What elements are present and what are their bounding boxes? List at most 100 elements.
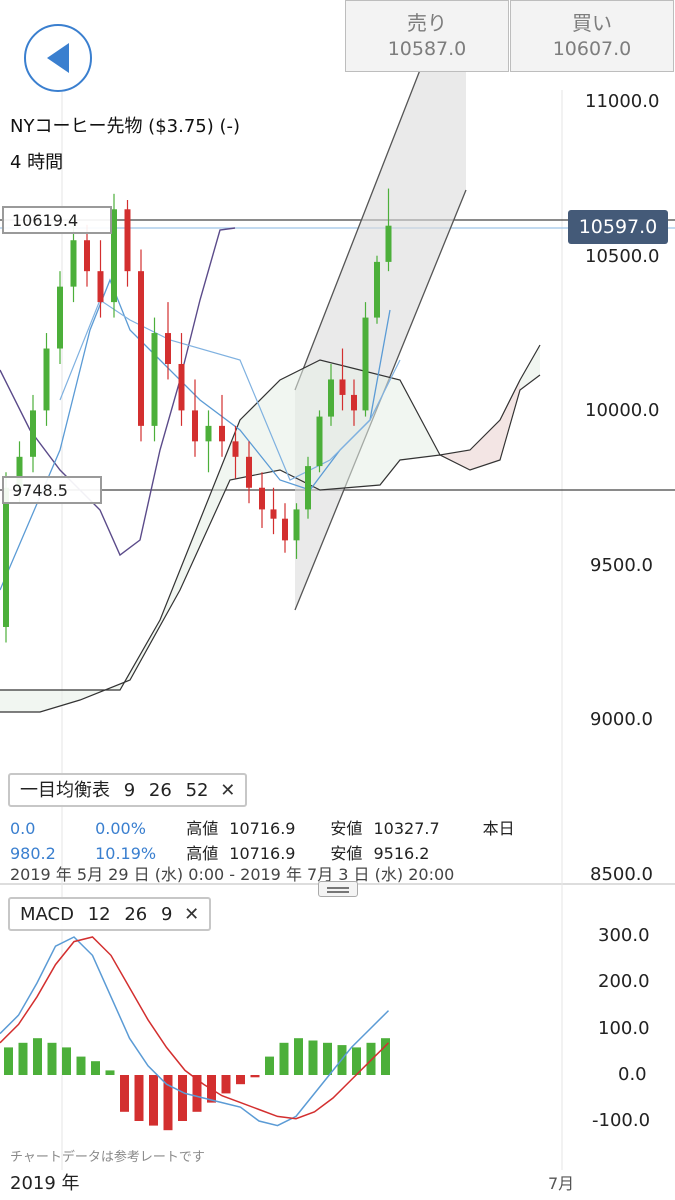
- macd-histogram-bar: [236, 1075, 245, 1085]
- candle-body: [270, 509, 277, 519]
- candle-body: [259, 487, 265, 510]
- candle-body: [178, 363, 185, 411]
- buy-label: 買い: [572, 11, 612, 35]
- macd-histogram-bar: [33, 1038, 42, 1075]
- back-arrow-icon: [47, 43, 69, 73]
- macd-histogram-bar: [163, 1075, 173, 1131]
- candle-body: [165, 333, 171, 364]
- price-axis-label: 8500.0: [590, 864, 653, 885]
- macd-histogram-bar: [192, 1075, 202, 1112]
- price-axis-label: 10500.0: [585, 246, 660, 267]
- macd-histogram-bar: [308, 1040, 318, 1075]
- candle-body: [246, 456, 252, 488]
- sell-label: 売り: [407, 11, 447, 35]
- close-icon[interactable]: ✕: [220, 780, 236, 801]
- back-button[interactable]: [24, 24, 92, 92]
- high-value: 10716.9: [229, 819, 296, 838]
- candle-body: [362, 317, 369, 411]
- instrument-name: NYコーヒー先物 ($3.75) (-): [10, 116, 241, 137]
- macd-histogram-bar: [178, 1075, 187, 1121]
- price-axis-label: 9000.0: [590, 709, 653, 730]
- macd-histogram-bar: [323, 1042, 332, 1075]
- candle-body: [293, 509, 300, 541]
- signal-line: [0, 936, 390, 1120]
- candle-body: [282, 518, 288, 541]
- macd-histogram-bar: [18, 1042, 28, 1075]
- trend-channel-fill: [295, 70, 466, 610]
- candle-body: [316, 416, 323, 467]
- macd-indicator-chip[interactable]: MACD 12 26 9 ✕: [8, 897, 212, 931]
- change-value: 980.2: [10, 844, 56, 863]
- chart-data-disclaimer: チャートデータは参考レートです: [10, 1150, 205, 1165]
- macd-histogram-bar: [76, 1056, 86, 1075]
- timeframe-label[interactable]: 4 時間: [10, 152, 64, 173]
- macd-param: 26: [124, 904, 148, 925]
- time-axis-month: 7月: [548, 1174, 575, 1193]
- ichimoku-param: 9: [123, 780, 136, 801]
- macd-histogram-bar: [294, 1038, 303, 1075]
- macd-param: 9: [160, 904, 173, 925]
- ichimoku-param: 52: [185, 780, 209, 801]
- high-value: 10716.9: [229, 844, 296, 863]
- ichimoku-stats-row-1: 0.0 0.00% 高値 10716.9 安値 10327.7 本日: [10, 815, 515, 839]
- candle-body: [43, 348, 50, 411]
- low-value: 9516.2: [373, 844, 430, 863]
- candle-body: [70, 240, 77, 287]
- kijun-line: [59, 299, 401, 481]
- candle-body: [205, 425, 212, 442]
- period-label: 本日: [482, 819, 515, 838]
- candle-body: [385, 225, 392, 262]
- macd-line: [0, 936, 390, 1127]
- macd-axis-label: 200.0: [598, 971, 650, 992]
- sell-price: 10587.0: [387, 38, 467, 60]
- macd-histogram-bar: [221, 1075, 231, 1094]
- candle-body: [124, 209, 131, 272]
- low-price-tag: 9748.5: [2, 476, 102, 504]
- buy-quote-button[interactable]: 買い 10607.0: [510, 0, 674, 72]
- change-value: 0.0: [10, 819, 36, 838]
- macd-label: MACD: [20, 904, 74, 925]
- candle-body: [192, 410, 198, 442]
- change-percent: 0.00%: [95, 819, 146, 838]
- candle-body: [3, 487, 9, 627]
- candle-body: [351, 394, 357, 411]
- ichimoku-label: 一目均衡表: [20, 780, 110, 801]
- macd-histogram-bar: [279, 1042, 289, 1075]
- close-icon[interactable]: ✕: [184, 904, 200, 925]
- macd-histogram-bar: [250, 1075, 260, 1078]
- macd-histogram-bar: [47, 1042, 57, 1075]
- macd-histogram-bar: [381, 1038, 390, 1075]
- candle-body: [219, 425, 225, 442]
- macd-histogram-bar: [105, 1070, 115, 1075]
- ichimoku-indicator-chip[interactable]: 一目均衡表 9 26 52 ✕: [8, 773, 248, 807]
- candle-body: [232, 441, 239, 457]
- macd-histogram-bar: [352, 1047, 361, 1075]
- trend-channel-upper: [294, 69, 421, 391]
- macd-histogram-bar: [134, 1075, 144, 1121]
- candle-body: [374, 261, 380, 318]
- change-percent: 10.19%: [95, 844, 157, 863]
- ichimoku-stats-row-2: 980.2 10.19% 高値 10716.9 安値 9516.2: [10, 840, 429, 864]
- low-label: 安値: [330, 844, 363, 863]
- pane-resize-handle[interactable]: [318, 881, 358, 897]
- low-value: 10327.7: [373, 819, 440, 838]
- high-price-tag: 10619.4: [2, 206, 112, 234]
- candle-body: [84, 240, 90, 272]
- price-axis-label: 10000.0: [585, 400, 660, 421]
- macd-histogram-bar: [91, 1061, 100, 1075]
- candle-body: [339, 379, 346, 395]
- chikou-span: [0, 227, 236, 557]
- macd-axis-label: 100.0: [598, 1018, 650, 1039]
- sell-quote-button[interactable]: 売り 10587.0: [345, 0, 509, 72]
- macd-axis-label: -100.0: [592, 1110, 651, 1131]
- price-axis-label: 11000.0: [585, 91, 660, 112]
- candle-body: [111, 209, 117, 303]
- candle-body: [97, 271, 104, 303]
- macd-histogram-bar: [265, 1056, 274, 1075]
- low-label: 安値: [330, 819, 363, 838]
- candle-body: [151, 333, 158, 426]
- senkou-span-a: [0, 344, 541, 691]
- last-price-badge: 10597.0: [568, 210, 668, 244]
- buy-price: 10607.0: [552, 38, 632, 60]
